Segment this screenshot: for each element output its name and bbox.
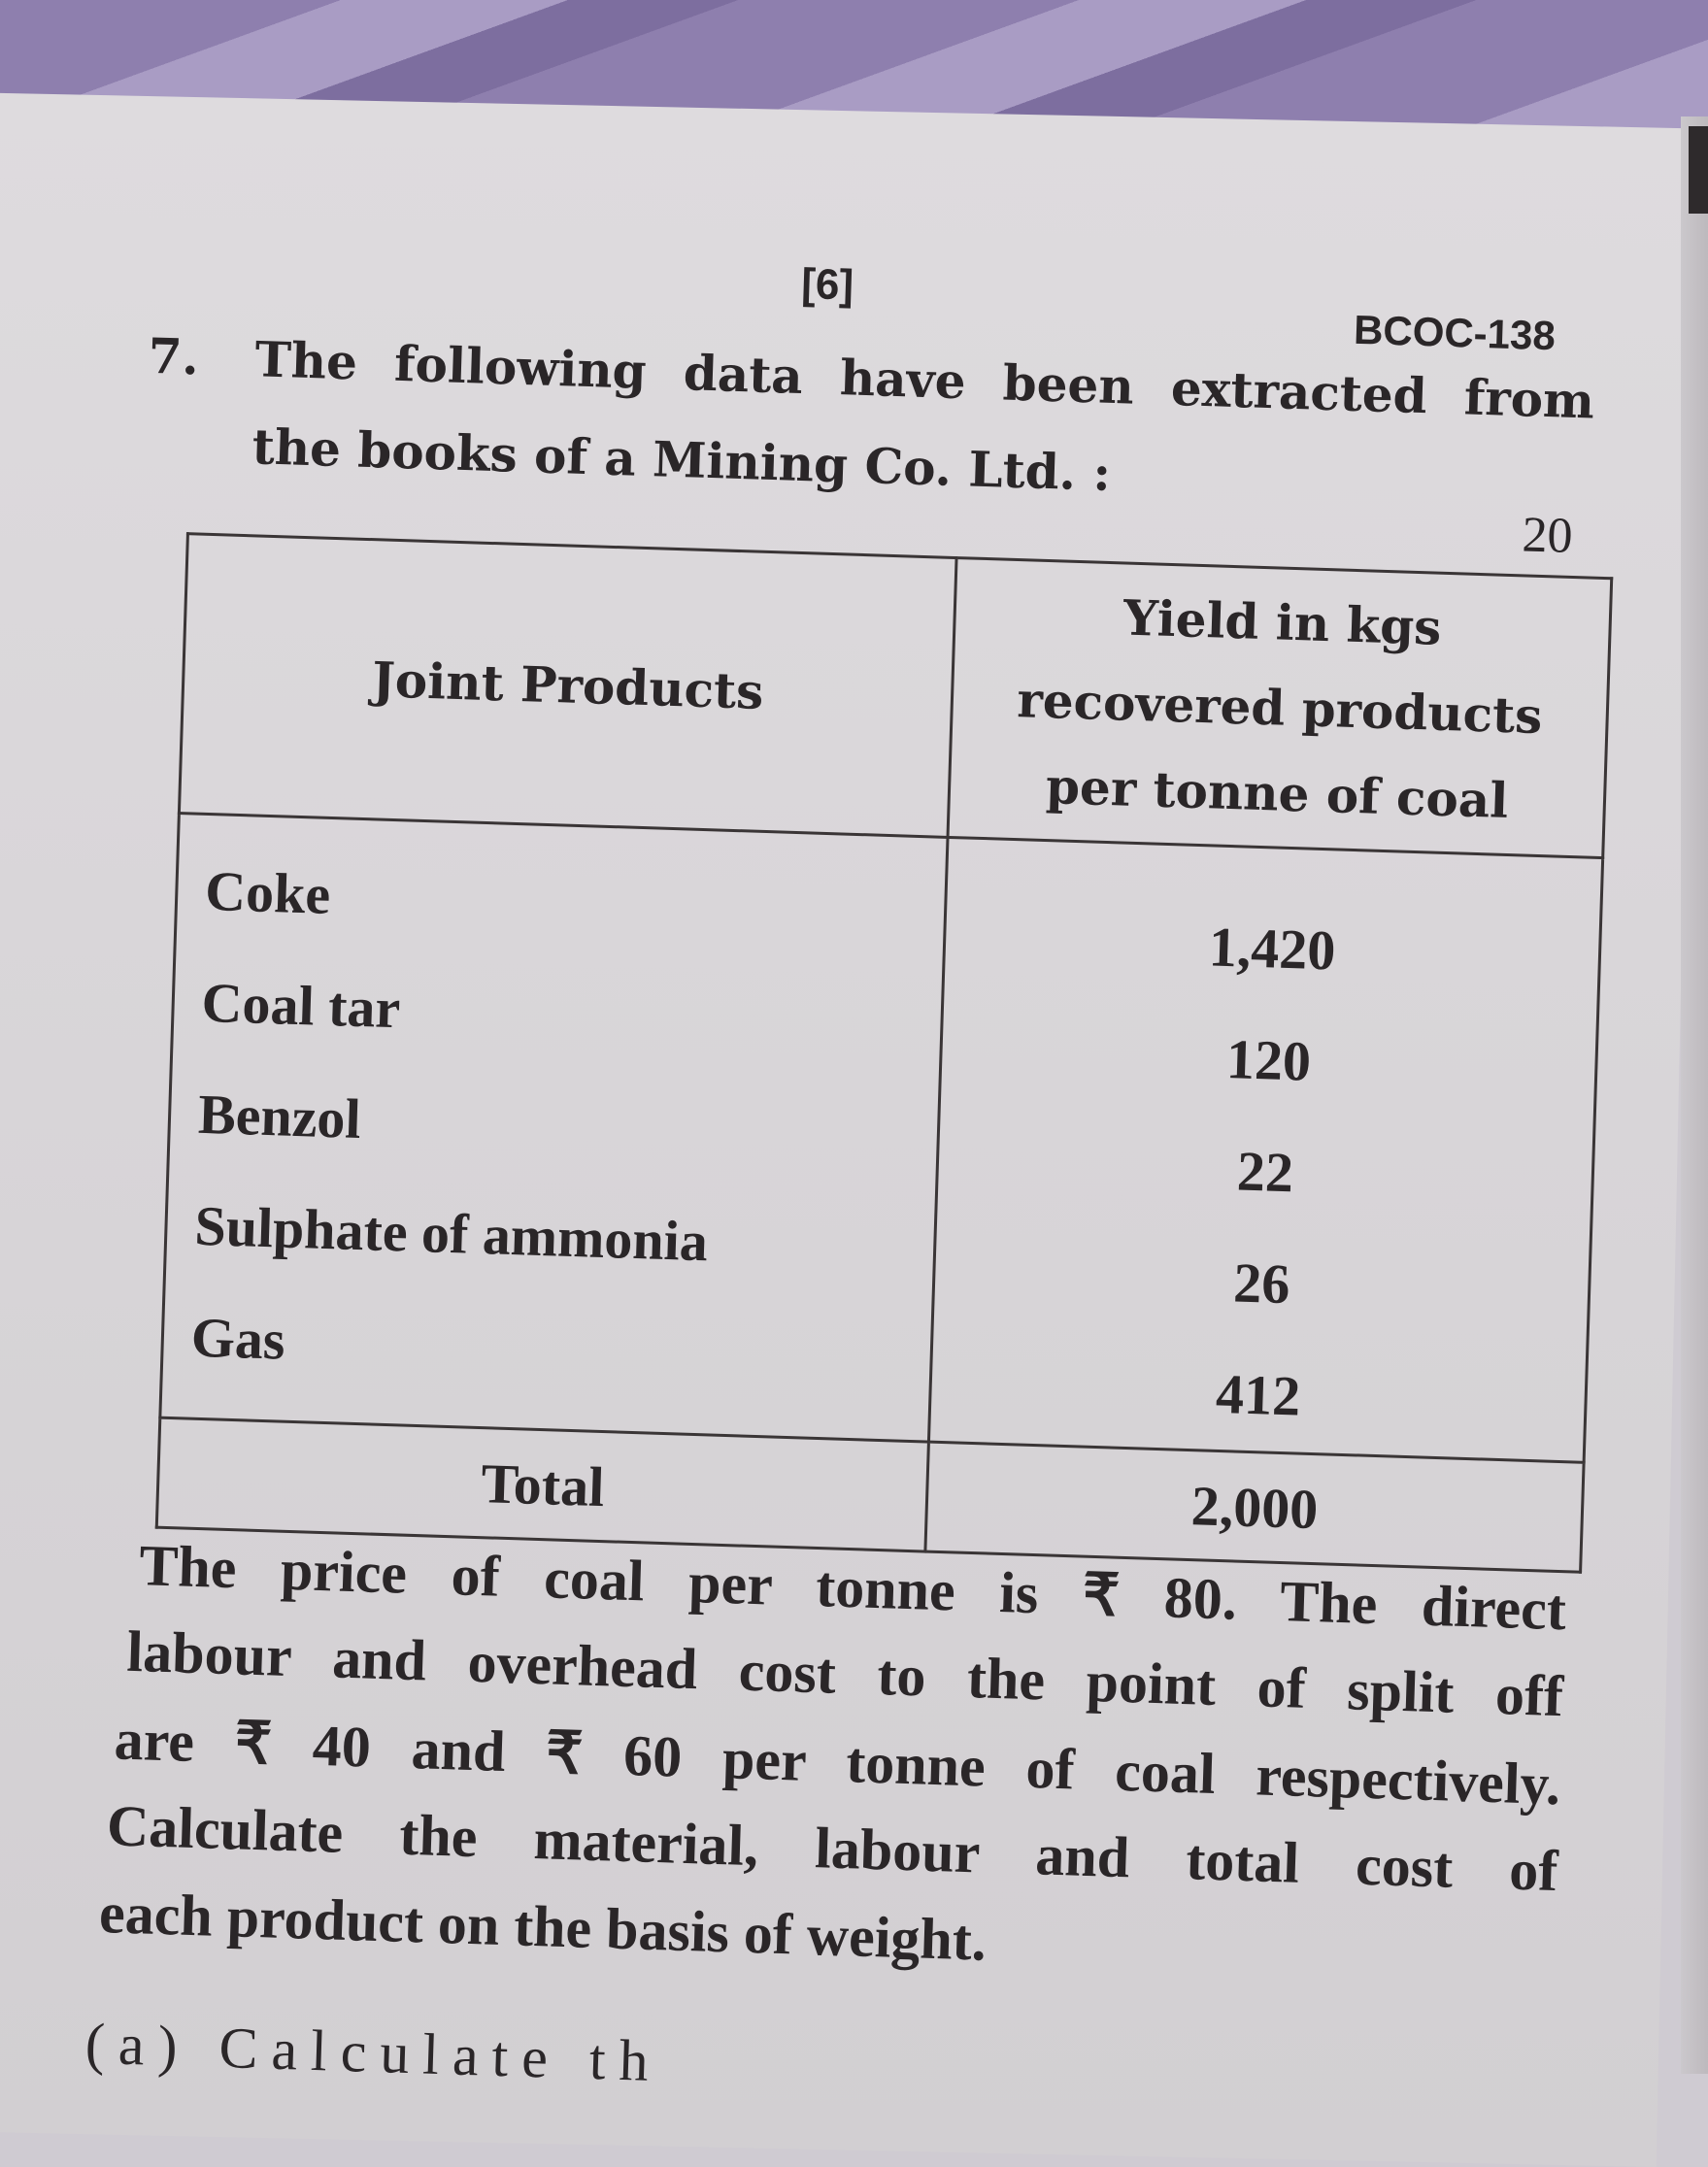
total-label: Total: [156, 1417, 929, 1552]
body-line-5: each product on the basis of weight.: [98, 1881, 988, 1973]
page-number: [6]: [800, 259, 854, 310]
yields-cell: 1,420 120 22 26 412: [928, 837, 1603, 1463]
table-body-row: Coke Coal tar Benzol Sulphate of ammonia…: [159, 813, 1603, 1463]
product-yield: 1,420: [1207, 915, 1337, 983]
product-yield: 26: [1232, 1250, 1291, 1317]
product-name: Sulphate of ammonia: [193, 1193, 709, 1274]
page-edge-shadow: [1689, 126, 1708, 214]
product-yield: 412: [1215, 1361, 1302, 1428]
joint-products-table: Joint Products Yield in kgs recovered pr…: [155, 532, 1614, 1574]
question-number: 7.: [147, 326, 200, 386]
table-header-row: Joint Products Yield in kgs recovered pr…: [179, 533, 1612, 858]
paper-code: BCOC-138: [1353, 306, 1557, 359]
product-yield: 22: [1235, 1139, 1294, 1205]
products-cell: Coke Coal tar Benzol Sulphate of ammonia…: [159, 813, 949, 1443]
total-value: 2,000: [925, 1442, 1585, 1573]
header-joint-products: Joint Products: [179, 533, 957, 838]
question-marks: 20: [1521, 507, 1574, 564]
question-intro-line-2: the books of a Mining Co. Ltd. :: [251, 417, 1112, 502]
header-yield: Yield in kgs recovered products per tonn…: [948, 557, 1612, 858]
page-edge: [1681, 117, 1708, 2074]
product-name: Gas: [189, 1305, 286, 1372]
document-content: [6] BCOC-138 7. The following data have …: [0, 259, 1614, 2093]
product-yield: 120: [1225, 1027, 1313, 1093]
